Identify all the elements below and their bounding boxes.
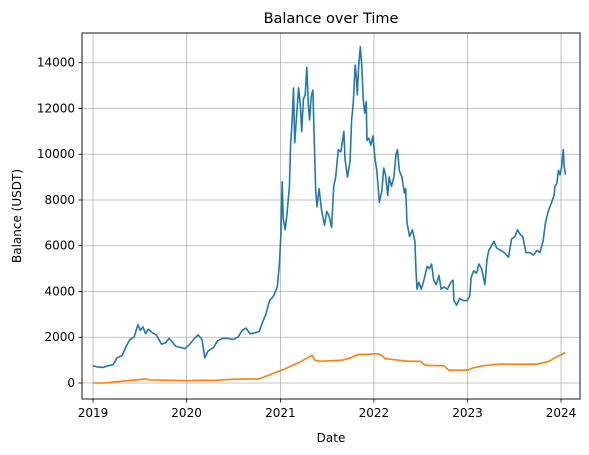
y-tick-label: 10000 [37, 147, 75, 161]
series-layer [92, 45, 567, 384]
y-tick-label: 2000 [44, 330, 75, 344]
series-line-2 [93, 351, 566, 384]
x-tick-label: 2023 [452, 406, 483, 420]
grid [82, 33, 580, 399]
x-axis-label: Date [317, 431, 346, 445]
plot-frame [81, 32, 581, 400]
y-tick-label: 4000 [44, 284, 75, 298]
y-axis-ticks: 0 2000 4000 6000 8000 10000 12000 14000 [37, 56, 82, 390]
y-tick-label: 0 [67, 376, 75, 390]
y-tick-label: 6000 [44, 239, 75, 253]
chart-title: Balance over Time [264, 11, 399, 27]
y-tick-label: 12000 [37, 101, 75, 115]
y-tick-label: 8000 [44, 193, 75, 207]
x-axis-ticks: 2019 2020 2021 2022 2023 2024 [78, 399, 577, 420]
x-tick-label: 2022 [359, 406, 390, 420]
x-tick-label: 2024 [546, 406, 577, 420]
x-tick-label: 2019 [78, 406, 109, 420]
y-tick-label: 14000 [37, 56, 75, 70]
y-axis-label: Balance (USDT) [10, 169, 24, 263]
x-tick-label: 2020 [171, 406, 202, 420]
x-tick-label: 2021 [265, 406, 296, 420]
series-line-1 [92, 45, 567, 369]
